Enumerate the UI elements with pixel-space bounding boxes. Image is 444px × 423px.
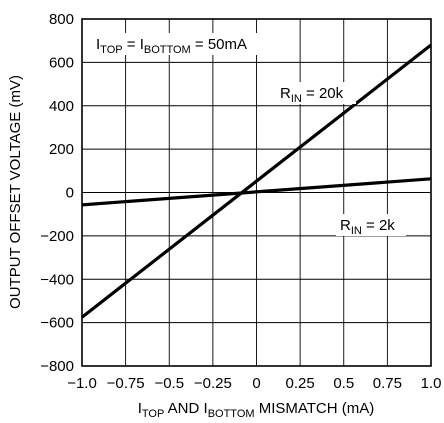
x-tick-label: 0.25 <box>286 375 315 392</box>
y-tick-label: 0 <box>66 185 74 202</box>
y-tick-label: −800 <box>40 358 74 375</box>
x-tick-label: 1.0 <box>421 375 442 392</box>
x-tick-label: −1.0 <box>67 375 97 392</box>
y-tick-label: 800 <box>49 11 74 28</box>
x-tick-label: 0 <box>252 375 260 392</box>
x-tick-label: −0.25 <box>194 375 232 392</box>
y-tick-label: −400 <box>40 271 74 288</box>
series-label-2k: RIN = 2k <box>340 217 395 237</box>
y-tick-label: 200 <box>49 141 74 158</box>
x-tick-label: −0.5 <box>154 375 184 392</box>
series-label-2k-background <box>336 214 406 236</box>
y-tick-labels: −800 −600 −400 −200 0 200 400 600 800 <box>40 11 74 375</box>
x-tick-label: −0.75 <box>107 375 145 392</box>
series-line-2k <box>81 177 432 207</box>
y-axis-label: OUTPUT OFFSET VOLTAGE (mV) <box>7 75 24 309</box>
series-line-20k <box>81 43 432 319</box>
condition-annotation: ITOP = IBOTTOM = 50mA <box>96 36 247 56</box>
y-tick-label: −200 <box>40 228 74 245</box>
x-tick-label: 0.5 <box>333 375 354 392</box>
series-lines <box>81 43 432 319</box>
y-tick-label: 400 <box>49 98 74 115</box>
y-tick-label: −600 <box>40 315 74 332</box>
x-tick-labels: −1.0 −0.75 −0.5 −0.25 0 0.25 0.5 0.75 1.0 <box>67 375 441 392</box>
y-tick-label: 600 <box>49 54 74 71</box>
condition-annotation-background <box>92 33 276 55</box>
plot-frame <box>81 18 432 367</box>
series-label-20k-background <box>276 82 356 104</box>
series-label-20k: RIN = 20k <box>280 85 344 105</box>
x-axis-label: ITOP AND IBOTTOM MISMATCH (mA) <box>138 400 375 420</box>
x-tick-label: 0.75 <box>373 375 402 392</box>
